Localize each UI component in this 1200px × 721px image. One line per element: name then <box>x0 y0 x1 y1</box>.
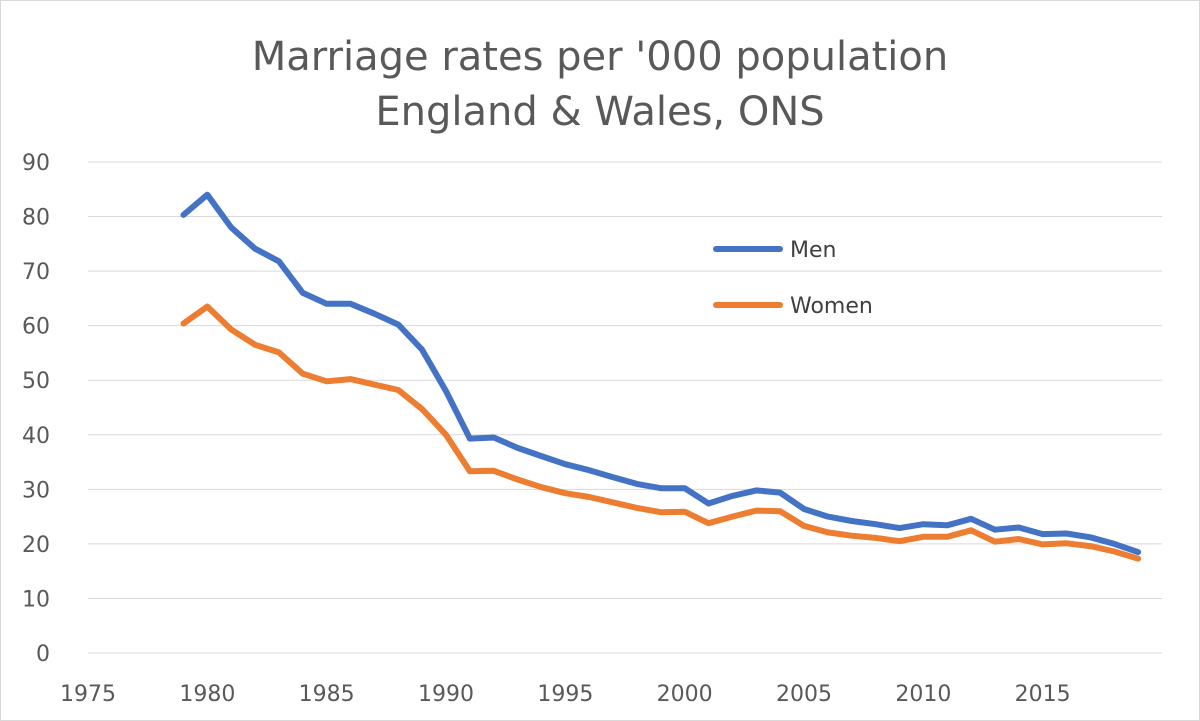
x-tick-label: 1990 <box>418 682 474 707</box>
y-tick-label: 0 <box>36 642 50 667</box>
y-tick-label: 30 <box>22 478 50 503</box>
y-tick-label: 20 <box>22 533 50 558</box>
x-tick-label: 2010 <box>895 682 951 707</box>
y-axis-ticks: 0 10 20 30 40 50 60 70 80 90 <box>22 151 50 667</box>
x-tick-label: 1975 <box>60 682 116 707</box>
y-tick-label: 40 <box>22 424 50 449</box>
x-tick-label: 2005 <box>776 682 832 707</box>
series-line-women <box>180 303 1142 562</box>
legend-label-men: Men <box>790 238 836 263</box>
x-tick-label: 1980 <box>179 682 235 707</box>
y-tick-label: 60 <box>22 315 50 340</box>
y-tick-label: 50 <box>22 369 50 394</box>
y-tick-label: 80 <box>22 206 50 231</box>
y-tick-label: 90 <box>22 151 50 176</box>
gridlines <box>88 161 1162 654</box>
y-tick-label: 70 <box>22 260 50 285</box>
chart-subtitle: England & Wales, ONS <box>375 89 825 135</box>
series-lines <box>180 191 1142 562</box>
legend: Men Women <box>713 238 873 319</box>
legend-label-women: Women <box>790 294 873 319</box>
series-line-men <box>180 191 1142 556</box>
x-axis-ticks: 1975 1980 1985 1990 1995 2000 2005 2010 2015 <box>60 682 1071 707</box>
x-tick-label: 2000 <box>657 682 713 707</box>
x-tick-label: 2015 <box>1015 682 1071 707</box>
y-tick-label: 10 <box>22 587 50 612</box>
x-tick-label: 1985 <box>299 682 355 707</box>
x-tick-label: 1995 <box>537 682 593 707</box>
chart-title-block: Marriage rates per '000 population Engla… <box>0 30 1200 140</box>
chart-title: Marriage rates per '000 population <box>251 34 949 80</box>
